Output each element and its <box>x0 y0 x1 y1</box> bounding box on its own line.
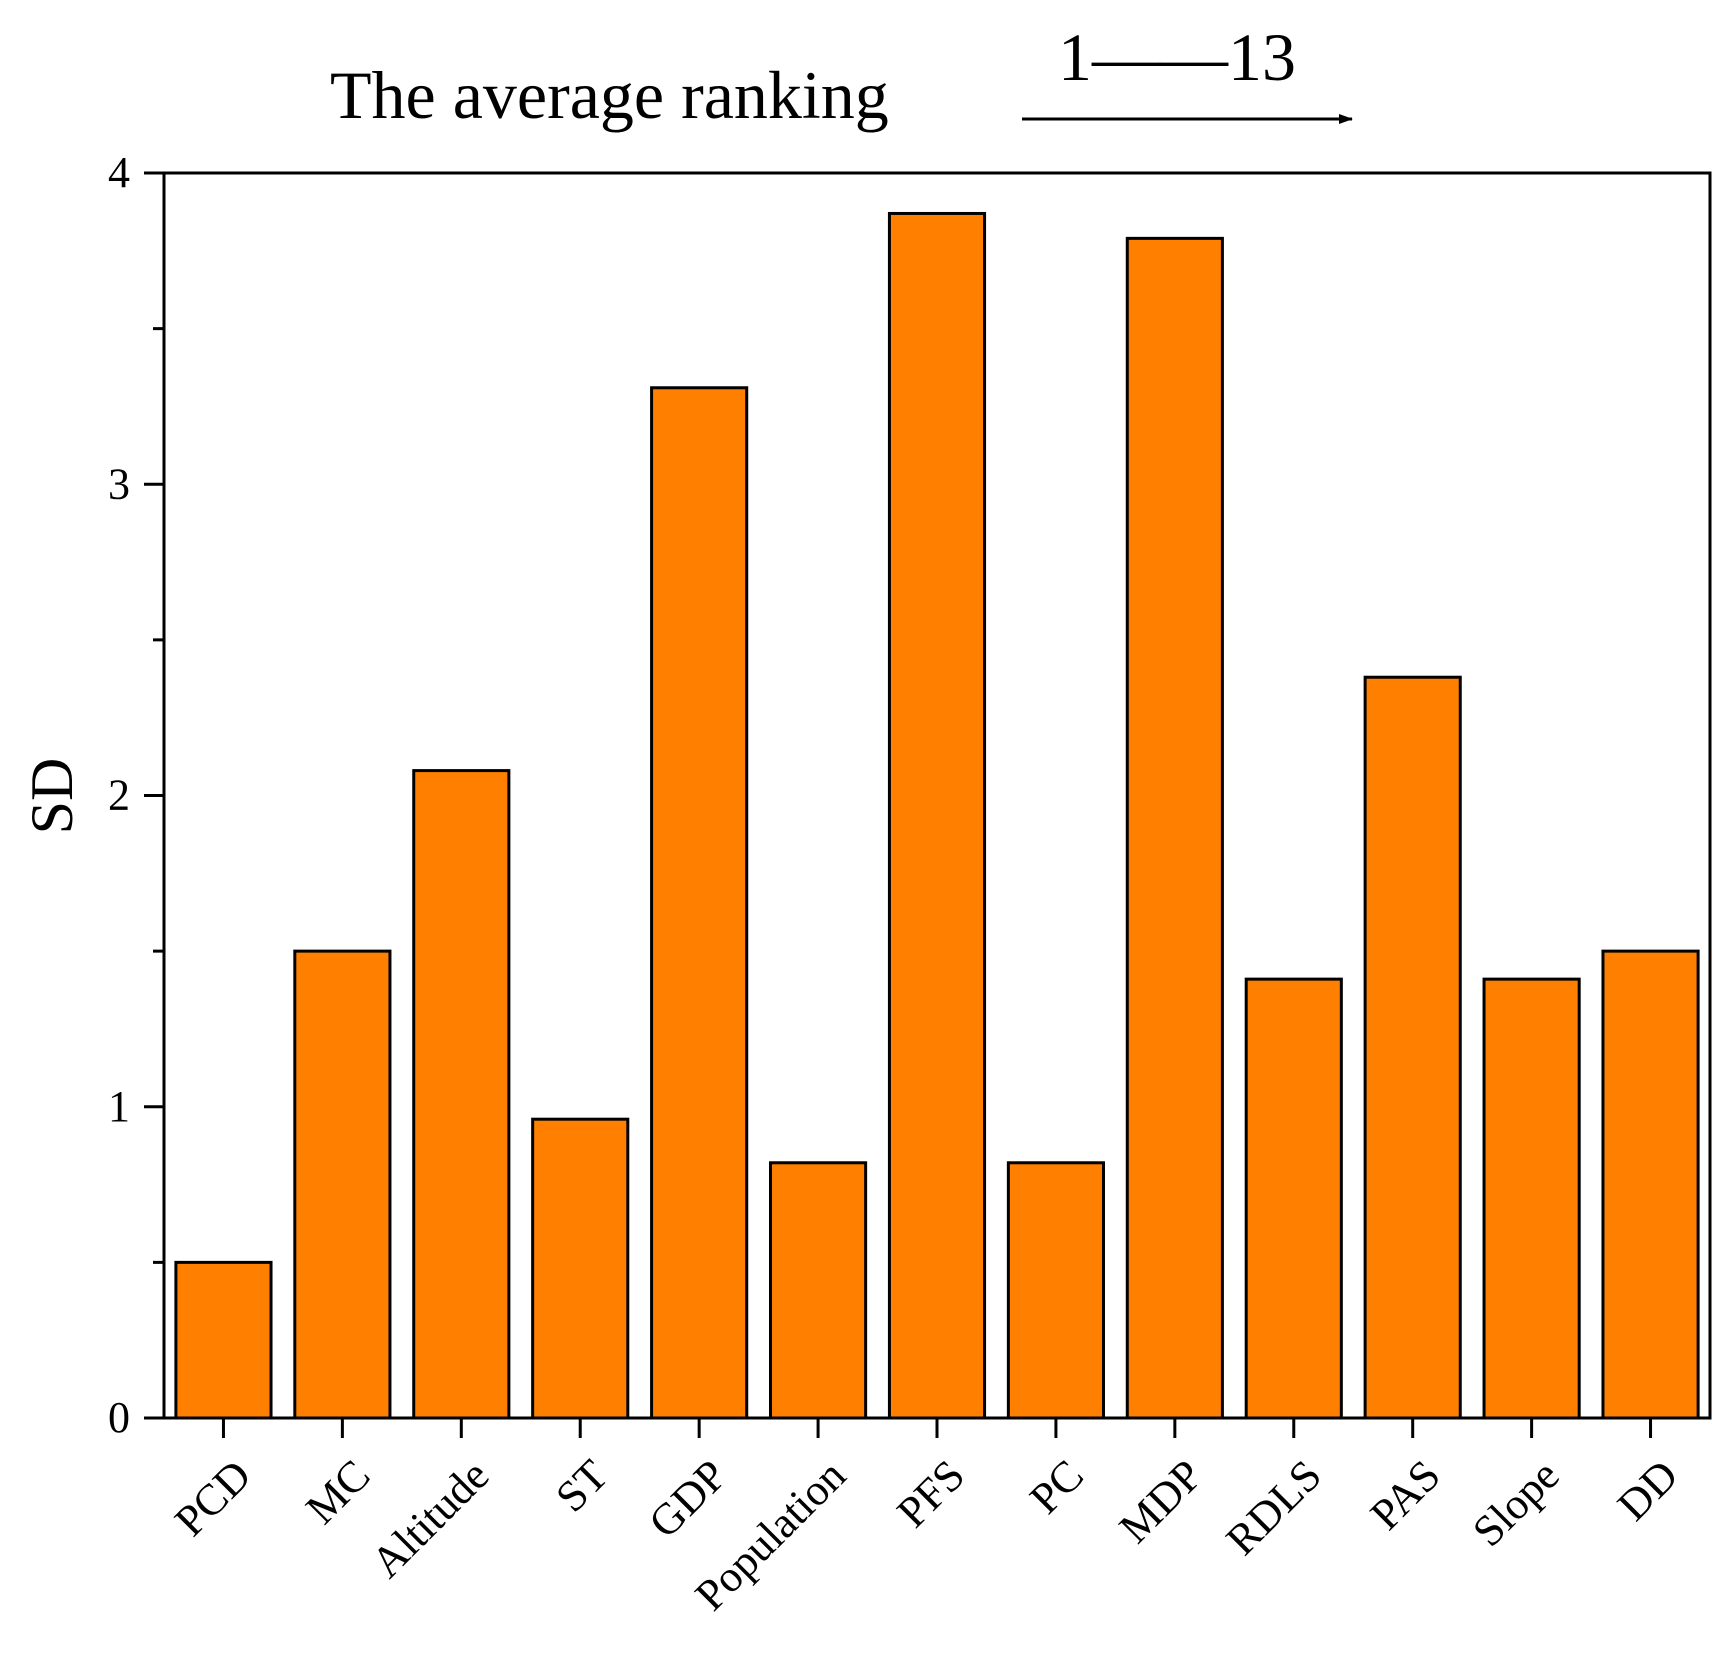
bars-group <box>174 211 1700 1420</box>
bar-pas <box>1363 675 1462 1420</box>
x-tick-label: MDP <box>1110 1450 1212 1552</box>
x-tick-label: ST <box>546 1450 617 1521</box>
bar-pfs <box>887 211 987 1420</box>
rank-start: 1 <box>1058 19 1092 95</box>
y-tick-label: 1 <box>108 1082 130 1131</box>
bar-population <box>769 1161 868 1420</box>
bar-mc <box>293 949 392 1420</box>
rank-dash: —— <box>1091 19 1229 95</box>
bar-gdp <box>650 386 749 1420</box>
x-tick-label: PFS <box>888 1450 975 1537</box>
bar-pc <box>1006 1161 1105 1420</box>
bar-dd <box>1601 949 1700 1420</box>
x-tick-label: RDLS <box>1217 1450 1331 1564</box>
x-tick-label: Altitude <box>362 1450 499 1587</box>
y-tick-label: 0 <box>108 1393 130 1442</box>
bar-slope <box>1482 977 1581 1420</box>
rank-range-label: 1——13 <box>1058 19 1296 95</box>
y-axis: 0 1 2 3 4 <box>108 148 164 1442</box>
y-axis-label: SD <box>19 758 85 835</box>
bar-rdls <box>1244 977 1343 1420</box>
x-tick-label: GDP <box>639 1450 736 1547</box>
y-tick-label: 2 <box>108 771 130 820</box>
x-tick-label: PAS <box>1361 1450 1450 1539</box>
x-tick-label: Slope <box>1463 1450 1569 1556</box>
chart-title: The average ranking <box>330 57 889 133</box>
x-tick-label: DD <box>1608 1450 1688 1530</box>
rank-end: 13 <box>1228 19 1296 95</box>
bar-altitude <box>412 769 511 1420</box>
x-tick-label: PCD <box>165 1450 260 1545</box>
x-tick-label: MC <box>296 1450 379 1533</box>
bar-mdp <box>1125 236 1224 1420</box>
y-tick-label: 3 <box>108 459 130 508</box>
bar-st <box>531 1117 630 1420</box>
x-tick-label: PC <box>1020 1450 1093 1523</box>
y-tick-label: 4 <box>108 148 130 197</box>
bar-pcd <box>174 1260 273 1420</box>
